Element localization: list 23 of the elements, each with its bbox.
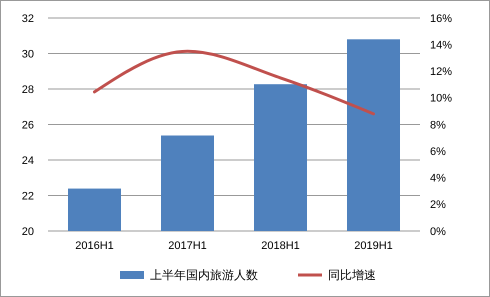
x-tick-label: 2016H1 — [75, 240, 114, 252]
y-tick-label: 30 — [22, 48, 34, 60]
y-tick-label: 28 — [22, 84, 34, 96]
line-series — [93, 50, 375, 116]
y-tick-label: 20 — [22, 226, 34, 238]
y2-tick-label: 2% — [430, 199, 446, 212]
x-tick-label: 2017H1 — [168, 240, 207, 252]
x-tick-label: 2018H1 — [261, 240, 300, 252]
y2-tick-label: 14% — [430, 39, 452, 52]
y2-tick-label: 16% — [430, 12, 452, 25]
y2-tick-label: 10% — [430, 92, 452, 105]
y2-tick-label: 4% — [430, 172, 446, 185]
y2-tick-label: 12% — [430, 66, 452, 78]
y-tick-label: 26 — [22, 119, 34, 132]
y-tick-label: 22 — [22, 190, 34, 202]
y-tick-label: 24 — [22, 154, 34, 167]
y2-tick-label: 0% — [430, 226, 446, 238]
x-tick-label: 2019H1 — [354, 240, 393, 252]
legend-label: 同比增速 — [328, 268, 376, 282]
legend-label: 上半年国内旅游人数 — [150, 268, 258, 282]
y2-tick-label: 8% — [430, 119, 446, 132]
y2-tick-label: 6% — [430, 146, 446, 158]
y-tick-label: 32 — [22, 12, 34, 25]
